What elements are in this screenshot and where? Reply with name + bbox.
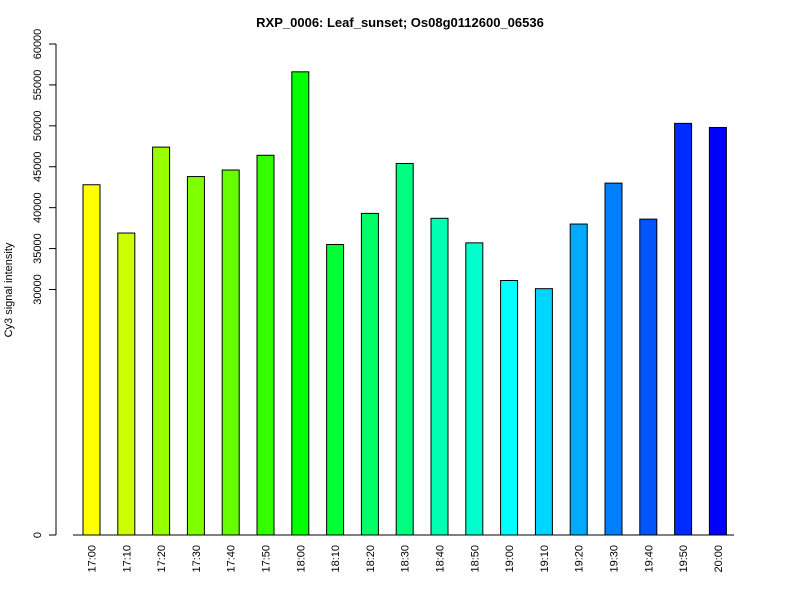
bar: [569, 223, 588, 536]
bar: [186, 176, 205, 536]
bar: [291, 71, 310, 536]
bars-group: [82, 71, 727, 536]
y-tick-label: 30000: [32, 274, 44, 305]
bar: [117, 232, 136, 536]
x-tick-label: 18:00: [295, 545, 307, 573]
y-tick-label: 50000: [32, 111, 44, 142]
y-axis-label: Cy3 signal intensity: [3, 242, 15, 337]
bar: [326, 243, 345, 536]
chart-title: RXP_0006: Leaf_sunset; Os08g0112600_0653…: [256, 15, 544, 30]
bar: [360, 212, 379, 536]
x-axis-tick-labels: 17:00 17:10 17:20 17:30 17:40 17:50 18:00 18:10…: [87, 545, 725, 573]
x-tick-label: 19:40: [643, 545, 655, 573]
bar: [534, 288, 553, 536]
x-tick-label: 17:50: [261, 545, 273, 573]
bar: [604, 182, 623, 536]
x-tick-label: 18:40: [435, 545, 447, 573]
x-tick-label: 18:30: [400, 545, 412, 573]
bar: [639, 218, 658, 536]
bar: [256, 154, 275, 536]
bar: [152, 146, 171, 536]
y-tick-label: 0: [32, 532, 44, 538]
x-tick-label: 18:20: [365, 545, 377, 573]
y-tick-label: 40000: [32, 192, 44, 223]
x-tick-label: 20:00: [713, 545, 725, 573]
bar: [221, 169, 240, 536]
x-tick-label: 18:10: [330, 545, 342, 573]
x-tick-label: 19:50: [678, 545, 690, 573]
x-tick-label: 19:00: [504, 545, 516, 573]
x-tick-label: 19:30: [609, 545, 621, 573]
bar: [430, 217, 449, 536]
x-tick-label: 19:20: [574, 545, 586, 573]
x-tick-label: 17:30: [191, 545, 203, 573]
bar: [395, 162, 414, 536]
y-tick-label: 35000: [32, 233, 44, 264]
bar: [500, 279, 519, 536]
y-tick-label: 55000: [32, 70, 44, 101]
y-tick-label: 45000: [32, 151, 44, 182]
x-tick-label: 17:00: [87, 545, 99, 573]
bar: [465, 242, 484, 536]
bar: [82, 184, 101, 536]
y-axis-ticks: 0 30000 35000 40000 45000 50000 55000 60000: [32, 29, 56, 538]
bar: [708, 126, 727, 536]
bar: [674, 122, 693, 536]
x-tick-label: 18:50: [469, 545, 481, 573]
x-tick-label: 17:40: [226, 545, 238, 573]
y-tick-label: 60000: [32, 29, 44, 60]
x-tick-label: 19:10: [539, 545, 551, 573]
x-tick-label: 17:10: [121, 545, 133, 573]
x-tick-label: 17:20: [156, 545, 168, 573]
